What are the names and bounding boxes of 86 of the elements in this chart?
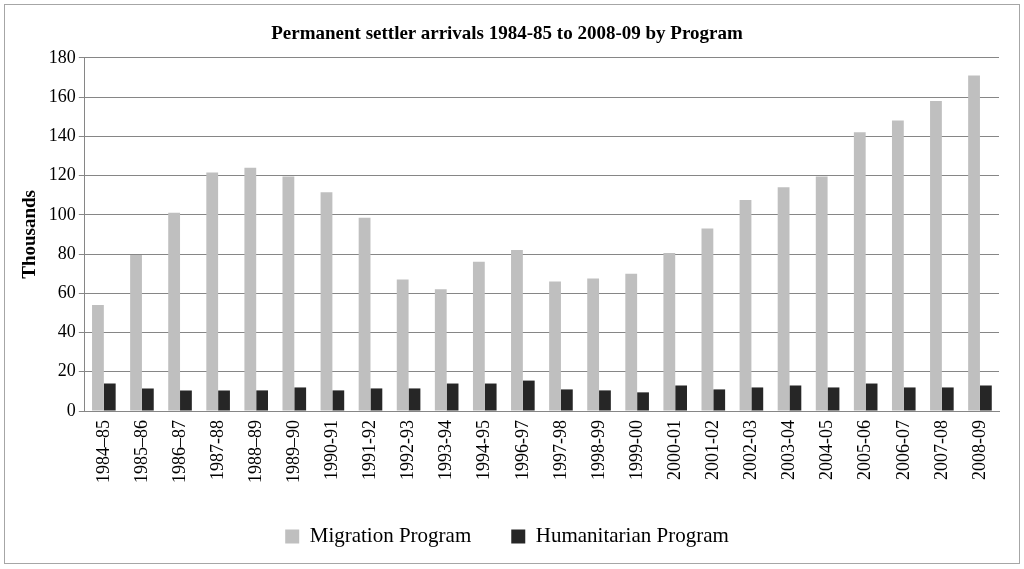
bar bbox=[560, 389, 573, 411]
bar bbox=[511, 250, 523, 411]
bar bbox=[891, 120, 904, 411]
x-tick-label: 1991-92 bbox=[359, 420, 380, 480]
y-tick-label: 60 bbox=[57, 282, 76, 302]
bar bbox=[358, 217, 371, 411]
bar bbox=[446, 383, 459, 411]
bar bbox=[522, 380, 535, 411]
y-tick-label: 80 bbox=[57, 242, 76, 263]
bar bbox=[206, 172, 219, 411]
bar bbox=[979, 385, 992, 411]
x-tick-label: 2003-04 bbox=[778, 420, 799, 480]
bar bbox=[320, 192, 333, 411]
bar bbox=[294, 387, 307, 411]
x-tick-label: 2004-05 bbox=[816, 420, 837, 480]
chart-title: Permanent settler arrivals 1984-85 to 2008-09 by Program bbox=[271, 22, 743, 44]
x-tick-label: 1989–90 bbox=[283, 420, 304, 483]
legend-label: Humanitarian Program bbox=[535, 523, 729, 548]
x-tick-label: 1997-98 bbox=[549, 420, 570, 480]
x-tick-label: 1993-94 bbox=[435, 420, 456, 480]
bar bbox=[941, 387, 954, 411]
bar bbox=[332, 390, 345, 411]
bar bbox=[587, 278, 600, 411]
bar bbox=[92, 305, 104, 411]
x-tick-label: 2006-07 bbox=[892, 420, 913, 480]
bar bbox=[853, 132, 866, 411]
y-tick-label: 40 bbox=[57, 321, 76, 342]
x-tick-label: 2002-03 bbox=[740, 420, 761, 480]
bar bbox=[713, 389, 726, 411]
y-tick-label: 160 bbox=[48, 85, 76, 106]
x-tick-label: 1987-88 bbox=[206, 420, 227, 480]
y-tick-label: 180 bbox=[48, 46, 76, 67]
bar bbox=[168, 212, 181, 411]
bar bbox=[472, 261, 485, 411]
x-tick-label: 1994-95 bbox=[473, 420, 494, 480]
bar bbox=[484, 383, 497, 411]
bar bbox=[777, 187, 790, 411]
x-tick-label: 1986–87 bbox=[168, 420, 189, 483]
bar bbox=[599, 390, 611, 411]
bar bbox=[663, 253, 676, 411]
bar bbox=[751, 387, 764, 411]
x-tick-label: 2000-01 bbox=[663, 420, 684, 480]
x-tick-label: 1998-99 bbox=[587, 420, 608, 480]
x-tick-label: 2001-02 bbox=[702, 420, 723, 480]
bar bbox=[968, 75, 980, 411]
bar bbox=[256, 390, 269, 411]
bar bbox=[370, 388, 383, 411]
x-tick-label: 1992-93 bbox=[397, 420, 418, 480]
bar bbox=[396, 279, 409, 411]
y-tick-label: 120 bbox=[48, 164, 76, 185]
y-tick-label: 0 bbox=[66, 399, 76, 420]
x-tick-label: 1990-91 bbox=[321, 420, 342, 480]
bar bbox=[789, 385, 802, 411]
bar bbox=[739, 200, 752, 411]
x-tick-label: 1984–85 bbox=[92, 420, 113, 483]
x-tick-label: 1999-00 bbox=[625, 420, 646, 480]
y-tick-label: 140 bbox=[48, 125, 76, 146]
bar bbox=[675, 385, 688, 411]
x-tick-label: 2008-09 bbox=[968, 420, 989, 480]
bar bbox=[865, 383, 878, 411]
x-tick-label: 1988–89 bbox=[244, 420, 265, 483]
bar bbox=[930, 100, 942, 411]
bar bbox=[180, 390, 192, 411]
y-tick-label: 20 bbox=[57, 360, 76, 381]
bar bbox=[103, 383, 116, 411]
bar bbox=[244, 167, 257, 411]
bar bbox=[625, 273, 638, 411]
bar bbox=[815, 176, 828, 411]
x-tick-label: 1985–86 bbox=[130, 420, 151, 483]
bar bbox=[827, 387, 840, 411]
x-tick-label: 1996-97 bbox=[511, 420, 532, 480]
bar bbox=[282, 176, 295, 411]
bar bbox=[549, 281, 561, 411]
bar bbox=[434, 289, 447, 411]
bar bbox=[903, 387, 916, 411]
bar bbox=[218, 390, 230, 411]
legend-label: Migration Program bbox=[309, 523, 472, 548]
x-tick-label: 2005-06 bbox=[854, 420, 875, 480]
bar bbox=[637, 392, 649, 411]
bar bbox=[701, 228, 714, 411]
y-axis-title: Thousands bbox=[18, 190, 40, 279]
y-tick-label: 100 bbox=[48, 203, 76, 224]
bar bbox=[141, 388, 154, 411]
bar bbox=[408, 388, 421, 411]
x-tick-label: 2007-08 bbox=[930, 420, 951, 480]
bar bbox=[130, 255, 142, 411]
